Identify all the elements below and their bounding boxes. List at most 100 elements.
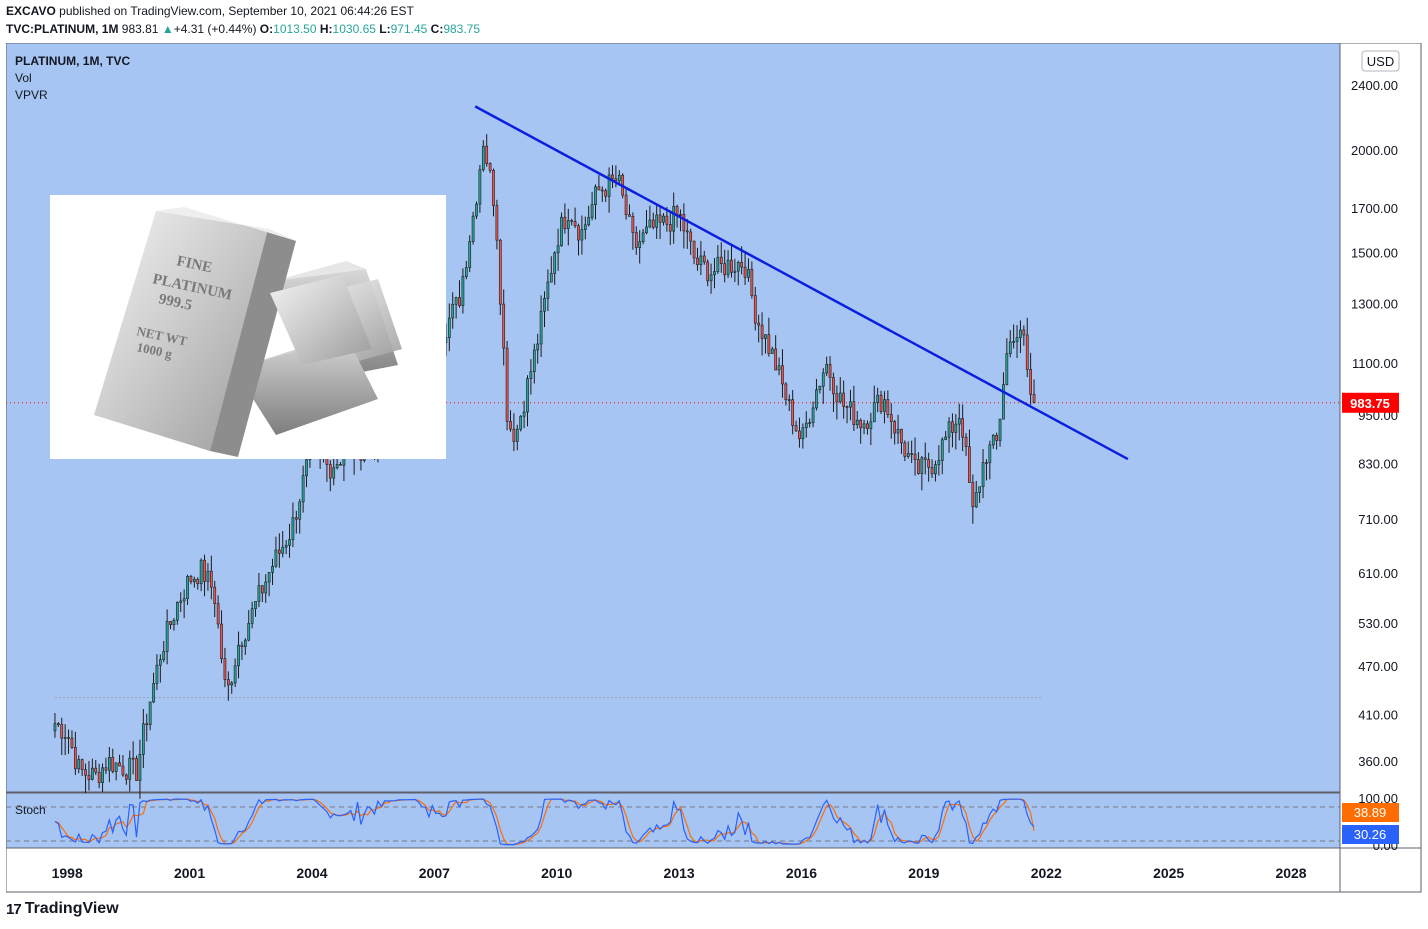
- candle-body: [77, 759, 81, 770]
- stoch-indicator-label[interactable]: Stoch: [15, 803, 46, 817]
- candle-body: [158, 659, 162, 666]
- stoch-d-value: 30.26: [1354, 827, 1387, 842]
- candle-body: [981, 462, 985, 488]
- candle-body: [274, 549, 278, 567]
- time-tick-label: 2025: [1153, 865, 1184, 881]
- candle-body: [770, 348, 774, 354]
- candle-body: [189, 576, 193, 583]
- candle-body: [1022, 329, 1026, 336]
- candle-body: [665, 215, 669, 225]
- platinum-bars-image: FINE PLATINUM 999.5 NET WT 1000 g: [50, 195, 446, 459]
- candle-body: [944, 436, 948, 441]
- candle-body: [668, 224, 672, 232]
- candle-body: [736, 262, 740, 272]
- candle-body: [230, 682, 234, 686]
- candle-body: [1019, 329, 1022, 339]
- stoch-pane[interactable]: [6, 792, 1341, 849]
- candle-body: [787, 399, 791, 401]
- candle-body: [985, 462, 988, 464]
- price-axis[interactable]: [1339, 43, 1422, 849]
- candle-body: [90, 767, 94, 780]
- time-tick-label: 2001: [174, 865, 205, 881]
- candle-body: [645, 226, 648, 234]
- price-chart[interactable]: PLATINUM, 1M, TVC Vol VPVR Stoch 2400.00…: [6, 43, 1422, 893]
- candle-body: [87, 774, 91, 780]
- last-price-tag: 983.75: [1342, 392, 1399, 413]
- candle-body: [73, 747, 77, 770]
- candle-body: [920, 457, 924, 474]
- stoch-tick-label: 100.00: [1358, 791, 1398, 806]
- candle-body: [937, 460, 941, 465]
- candle-body: [1029, 369, 1032, 395]
- candle-body: [927, 459, 931, 468]
- price-tick-label: 470.00: [1358, 659, 1398, 674]
- candle-body: [866, 423, 869, 429]
- resistance-trendline: [474, 105, 1129, 461]
- candle-body: [165, 621, 169, 652]
- candle-body: [220, 623, 223, 659]
- candle-body: [597, 186, 601, 191]
- vol-indicator-label[interactable]: Vol: [15, 71, 32, 85]
- time-axis[interactable]: [6, 847, 1341, 893]
- candle-body: [1008, 341, 1012, 355]
- price-tick-label: 2400.00: [1351, 78, 1398, 93]
- candle-body: [838, 392, 842, 402]
- candle-body: [1025, 334, 1029, 370]
- candle-body: [876, 394, 880, 403]
- stoch-lines-group: [54, 798, 1035, 846]
- candle-body: [743, 266, 747, 278]
- candle-body: [277, 549, 281, 554]
- candle-body: [240, 644, 244, 647]
- candle-body: [447, 317, 451, 338]
- candle-body: [155, 664, 159, 684]
- publish-info: published on TradingView.com, September …: [59, 4, 414, 18]
- candle-body: [617, 175, 621, 182]
- candle-body: [124, 774, 128, 780]
- price-tick-label: 1700.00: [1351, 201, 1398, 216]
- candle-body: [301, 475, 305, 503]
- candle-body: [784, 383, 788, 401]
- candle-body: [67, 737, 70, 739]
- candle-body: [512, 428, 516, 442]
- candle-body: [121, 765, 125, 776]
- author-name[interactable]: EXCAVO: [6, 4, 56, 18]
- candle-body: [114, 762, 118, 772]
- candle-body: [791, 399, 795, 426]
- candle-body: [815, 389, 818, 409]
- tradingview-logo[interactable]: 17 TradingView: [6, 900, 119, 918]
- trendline-group[interactable]: [474, 105, 1129, 461]
- time-tick-label: 2028: [1275, 865, 1306, 881]
- candle-body: [179, 600, 183, 603]
- stoch-d-tag: 30.26: [1342, 825, 1399, 844]
- candle-body: [549, 272, 553, 283]
- candle-body: [889, 414, 893, 422]
- candle-body: [767, 334, 771, 354]
- last-price: 983.81: [121, 22, 159, 36]
- time-tick-label: 2004: [296, 865, 327, 881]
- candle-body: [662, 215, 665, 223]
- candle-body: [991, 434, 995, 446]
- candle-body: [281, 546, 285, 554]
- candle-body: [855, 419, 859, 426]
- candle-body: [488, 163, 492, 171]
- low-value: 971.45: [390, 22, 428, 36]
- candle-body: [747, 268, 750, 278]
- candle-body: [600, 189, 604, 192]
- candle-body: [118, 762, 121, 767]
- price-tick-label: 610.00: [1358, 566, 1398, 581]
- axis-corner: [1339, 847, 1422, 893]
- candle-body: [685, 230, 689, 233]
- candle-body: [84, 769, 87, 776]
- candle-body: [903, 442, 907, 457]
- candle-body: [237, 644, 240, 667]
- price-tick-label: 2000.00: [1351, 143, 1398, 158]
- candle-body: [135, 758, 138, 781]
- candle-body: [906, 453, 910, 457]
- currency-button[interactable]: USD: [1361, 50, 1400, 72]
- candle-body: [631, 216, 635, 233]
- candle-body: [672, 206, 676, 232]
- close-label: C:: [430, 22, 444, 36]
- vpvr-indicator-label[interactable]: VPVR: [15, 88, 48, 102]
- candle-body: [968, 446, 971, 483]
- candle-body: [247, 622, 251, 641]
